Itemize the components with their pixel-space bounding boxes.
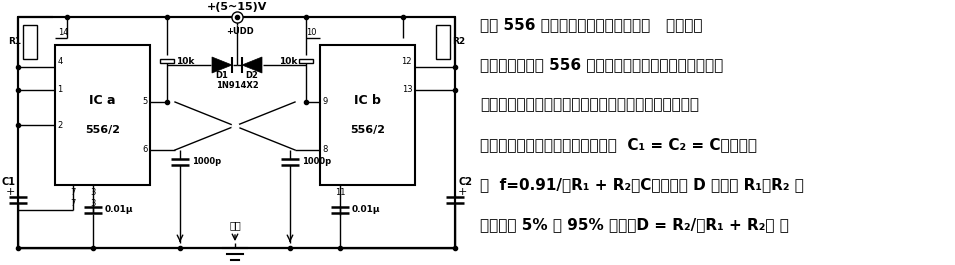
Text: 一块双时基电路 556 组成的两个同步的多谐振荡器。可: 一块双时基电路 556 组成的两个同步的多谐振荡器。可: [480, 57, 723, 72]
Bar: [23, 25, 37, 59]
Text: 13: 13: [402, 86, 413, 95]
Text: 10k: 10k: [176, 56, 195, 65]
Text: 7: 7: [71, 199, 75, 208]
Text: D1: D1: [216, 71, 228, 80]
Text: 8: 8: [322, 145, 328, 154]
Text: 7: 7: [71, 188, 75, 197]
Text: +: +: [6, 187, 15, 197]
Text: 11: 11: [335, 188, 346, 197]
Text: 3: 3: [91, 188, 96, 197]
Text: 0.01μ: 0.01μ: [352, 205, 380, 214]
Text: 利用 556 组成的双无稳态多谐振荡器   该电路由: 利用 556 组成的双无稳态多谐振荡器 该电路由: [480, 17, 703, 32]
Text: C2: C2: [458, 177, 472, 187]
Bar: [299, 59, 313, 63]
Text: IC a: IC a: [89, 94, 116, 107]
Text: 1: 1: [57, 86, 62, 95]
Text: 2: 2: [57, 121, 62, 130]
Bar: [160, 59, 174, 63]
Bar: [55, 45, 150, 185]
Polygon shape: [212, 57, 232, 73]
Text: 率  f=0.91/（R₁ + R₂）C，占空比 D 取决于 R₁、R₂ 的: 率 f=0.91/（R₁ + R₂）C，占空比 D 取决于 R₁、R₂ 的: [480, 177, 804, 192]
Text: 1000p: 1000p: [192, 157, 222, 166]
Text: 输出: 输出: [229, 220, 241, 230]
Text: 1N914X2: 1N914X2: [216, 81, 259, 90]
Text: 9: 9: [322, 98, 328, 107]
Text: C1: C1: [1, 177, 15, 187]
Text: 10: 10: [307, 28, 317, 37]
Text: 10k: 10k: [279, 56, 297, 65]
Text: 以输出两个同步的时钟脉冲信号，其间隔和振荡频率可: 以输出两个同步的时钟脉冲信号，其间隔和振荡频率可: [480, 97, 699, 112]
Text: 3: 3: [91, 199, 96, 208]
Text: 1000p: 1000p: [302, 157, 331, 166]
Bar: [436, 25, 450, 59]
Text: 14: 14: [58, 28, 69, 37]
Text: 12: 12: [401, 57, 412, 66]
Bar: [18, 17, 455, 248]
Text: 556/2: 556/2: [350, 125, 385, 135]
Bar: [320, 45, 415, 185]
Text: +UDD: +UDD: [226, 27, 254, 36]
Text: R1: R1: [8, 38, 21, 46]
Text: 4: 4: [58, 57, 63, 66]
Text: 556/2: 556/2: [85, 125, 120, 135]
Text: +: +: [458, 187, 467, 197]
Text: D2: D2: [245, 71, 259, 80]
Text: R2: R2: [452, 38, 465, 46]
Text: IC b: IC b: [354, 94, 381, 107]
Text: 值，可在 5% 至 95% 选择，D = R₂/（R₁ + R₂） 。: 值，可在 5% 至 95% 选择，D = R₂/（R₁ + R₂） 。: [480, 217, 789, 232]
Polygon shape: [242, 57, 262, 73]
Text: 通过调节时间常数来改变。若选择  C₁ = C₂ = C，振荡频: 通过调节时间常数来改变。若选择 C₁ = C₂ = C，振荡频: [480, 137, 757, 152]
Text: 0.01μ: 0.01μ: [105, 205, 134, 214]
Text: +(5~15)V: +(5~15)V: [207, 2, 267, 12]
Text: 5: 5: [142, 98, 148, 107]
Text: 6: 6: [142, 145, 148, 154]
